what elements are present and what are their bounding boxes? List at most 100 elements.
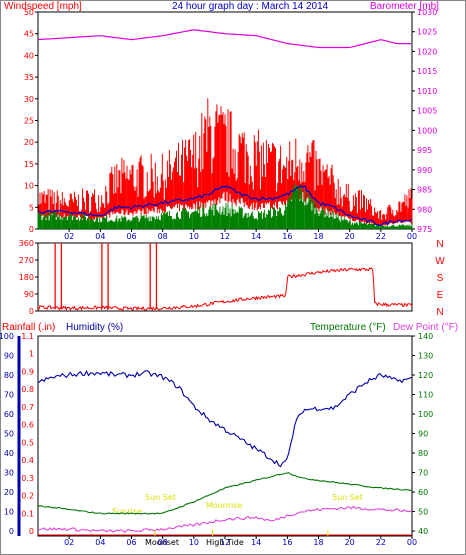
chart-marks: 0510152025303540455097598098599099510001…: [0, 8, 445, 547]
wind-tick-label: 0: [29, 225, 34, 234]
time-tick-label: 06: [126, 232, 136, 241]
time-tick-label: 22: [376, 232, 386, 241]
barometer-tick-label: 985: [417, 186, 432, 195]
temperature-tick-label: 100: [418, 410, 433, 419]
humidity-tick-label: 20: [4, 488, 14, 497]
time-tick-label: 12: [220, 232, 230, 241]
time-tick-label: 10: [189, 538, 199, 547]
dewpoint-series: [37, 505, 413, 534]
humidity-tick-label: 60: [4, 410, 14, 419]
dewpoint-axis-title: Dew Point (°F): [393, 322, 458, 333]
time-tick-label: 00: [407, 538, 417, 547]
time-tick-label: 02: [64, 232, 74, 241]
wind-tick-label: 50: [24, 8, 34, 17]
time-tick-label: 00: [407, 232, 417, 241]
time-tick-label: 16: [282, 232, 292, 241]
time-tick-label: 16: [282, 538, 292, 547]
barometer-axis-title: Barometer [mb]: [370, 1, 439, 12]
humidity-tick-label: 90: [4, 352, 14, 361]
humidity-tick-label: 70: [4, 391, 14, 400]
temperature-tick-label: 130: [418, 352, 433, 361]
compass-label: S: [437, 273, 444, 284]
rain-tick-label: 0: [29, 527, 34, 536]
barometer-tick-label: 1010: [417, 87, 437, 96]
temperature-axis-title: Temperature (°F): [310, 322, 386, 333]
direction-panel-frame: [37, 242, 413, 312]
compass-label: N: [436, 239, 443, 250]
temperature-tick-label: 80: [418, 449, 428, 458]
chart-title: 24 hour graph day : March 14 2014: [172, 1, 329, 12]
sunset-label-2: Sun Set: [332, 493, 363, 502]
barometer-tick-label: 975: [417, 225, 432, 234]
wind-axis-title: Windspeed [mph]: [4, 1, 82, 12]
time-tick-label: 10: [189, 232, 199, 241]
direction-tick-label: 180: [19, 273, 34, 282]
time-tick-label: 14: [251, 232, 261, 241]
temperature-tick-label: 110: [418, 391, 433, 400]
wind-tick-label: 5: [29, 203, 34, 212]
time-tick-label: 02: [64, 538, 74, 547]
time-tick-label: 22: [376, 538, 386, 547]
wind-speed-series: [37, 98, 413, 227]
direction-tick-label: 360: [19, 239, 34, 248]
direction-tick-label: 90: [24, 290, 34, 299]
humidity-tick-label: 10: [4, 508, 14, 517]
time-tick-label: 20: [345, 538, 355, 547]
humidity-tick-label: 100: [0, 332, 14, 341]
humidity-tick-label: 80: [4, 371, 14, 380]
rain-tick-label: 0.4: [21, 456, 34, 465]
humidity-tick-label: 0: [9, 527, 14, 536]
barometer-tick-label: 1005: [417, 107, 437, 116]
rain-tick-label: 1.1: [21, 332, 34, 341]
time-tick-label: 12: [220, 538, 230, 547]
rain-tick-label: 0.7: [21, 403, 34, 412]
direction-tick-label: 0: [29, 307, 34, 316]
wind-tick-label: 20: [24, 138, 34, 147]
humidity-tick-label: 30: [4, 469, 14, 478]
temperature-tick-label: 50: [418, 508, 428, 517]
time-tick-label: 18: [313, 538, 323, 547]
rain-tick-label: 0.3: [21, 474, 34, 483]
humidity-tick-label: 50: [4, 430, 14, 439]
sunrise-label: Sunrise: [112, 507, 142, 516]
humidity-tick-label: 40: [4, 449, 14, 458]
rain-tick-label: 0.2: [21, 492, 34, 501]
rain-tick-label: 0.6: [21, 421, 34, 430]
temperature-tick-label: 60: [418, 488, 428, 497]
wind-average-series: [37, 184, 413, 227]
wind-tick-label: 25: [24, 117, 34, 126]
barometer-tick-label: 980: [417, 205, 432, 214]
barometer-tick-label: 1025: [417, 28, 437, 37]
time-tick-label: 06: [126, 538, 136, 547]
wind-tick-label: 40: [24, 51, 34, 60]
time-tick-label: 08: [158, 538, 168, 547]
wind-tick-label: 10: [24, 182, 34, 191]
time-tick-label: 04: [95, 232, 105, 241]
wind-tick-label: 15: [24, 160, 34, 169]
moonset-label: Moonset: [145, 538, 179, 547]
temperature-tick-label: 120: [418, 371, 433, 380]
direction-tick-label: 270: [19, 256, 34, 265]
humidity-axis-title: Humidity (%): [66, 322, 123, 333]
barometer-tick-label: 1015: [417, 67, 437, 76]
moonrise-label: Moonrise: [206, 501, 242, 510]
rain-tick-label: 0.8: [21, 385, 34, 394]
barometer-tick-label: 1000: [417, 126, 437, 135]
time-tick-label: 18: [313, 232, 323, 241]
rain-tick-label: 0.5: [21, 438, 34, 447]
wind-low-series: [37, 183, 413, 229]
temperature-tick-label: 90: [418, 430, 428, 439]
time-tick-label: 08: [158, 232, 168, 241]
compass-label: N: [436, 307, 443, 318]
hightide-label: High Tide: [206, 538, 244, 547]
compass-label: E: [437, 290, 444, 301]
time-tick-label: 04: [95, 538, 105, 547]
barometer-series: [37, 29, 411, 49]
temperature-tick-label: 70: [418, 469, 428, 478]
temperature-tick-label: 140: [418, 332, 433, 341]
compass-label: W: [435, 256, 445, 267]
rain-tick-label: 0.1: [21, 509, 34, 518]
